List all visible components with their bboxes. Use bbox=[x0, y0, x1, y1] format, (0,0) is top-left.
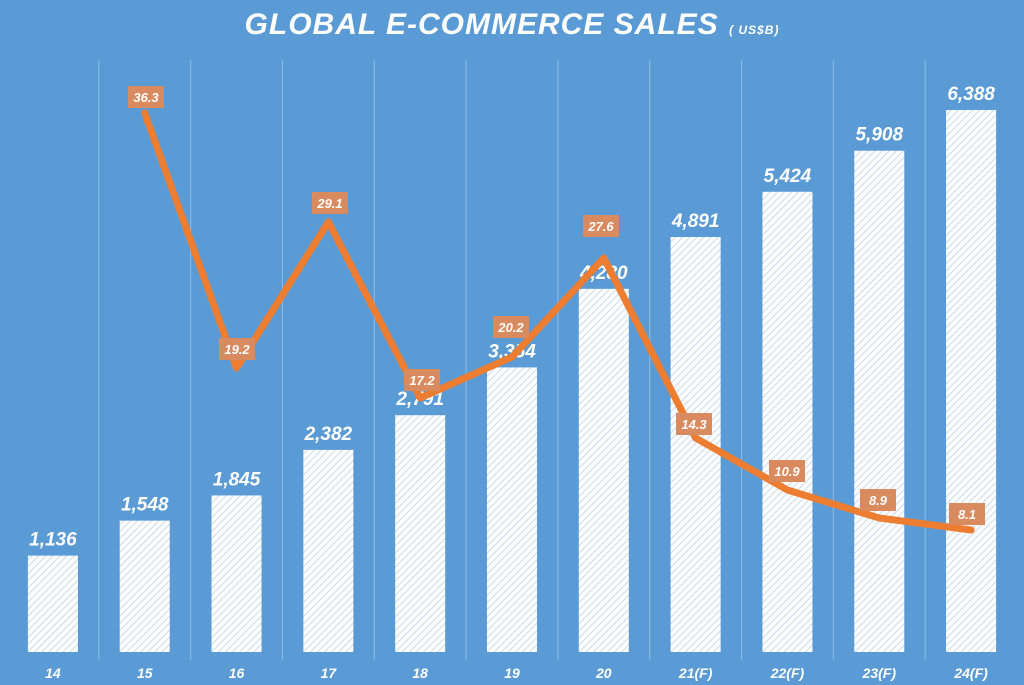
x-tick-label: 14 bbox=[45, 665, 61, 681]
bar-value-label: 1,136 bbox=[29, 530, 77, 551]
x-tick-label: 19 bbox=[504, 665, 520, 681]
bar bbox=[946, 110, 997, 652]
line-value-labels: 36.3 19.2 29.1 17.2 20.2 27.6 14.3 10.9 8.9 8.1 bbox=[128, 86, 985, 525]
x-tick-label: 20 bbox=[595, 665, 612, 681]
line-value-label: 8.9 bbox=[869, 493, 888, 508]
line-label-box bbox=[493, 316, 529, 338]
bar-series bbox=[27, 110, 997, 653]
line-value-label: 27.6 bbox=[587, 219, 614, 234]
line-value-label: 36.3 bbox=[133, 90, 159, 105]
x-tick-label: 18 bbox=[412, 665, 428, 681]
chart-unit-text: ( US$B) bbox=[729, 23, 780, 37]
bar-value-label: 1,845 bbox=[213, 469, 261, 490]
line-value-label: 29.1 bbox=[316, 196, 342, 211]
bar bbox=[578, 288, 629, 652]
line-label-box bbox=[219, 338, 255, 360]
bar bbox=[303, 449, 354, 652]
line-value-label: 14.3 bbox=[681, 417, 707, 432]
bar bbox=[211, 495, 262, 652]
chart-title-text: GLOBAL E-COMMERCE SALES bbox=[244, 8, 719, 41]
line-value-label: 8.1 bbox=[958, 507, 976, 522]
bar bbox=[395, 415, 446, 652]
line-label-box bbox=[949, 503, 985, 525]
line-label-box bbox=[769, 460, 805, 482]
line-value-label: 19.2 bbox=[224, 342, 250, 357]
line-label-box bbox=[404, 369, 440, 391]
line-label-box bbox=[583, 215, 619, 237]
bar bbox=[854, 150, 905, 652]
bar-value-label: 2,382 bbox=[304, 424, 353, 445]
bar-value-label: 1,548 bbox=[121, 495, 169, 516]
column-dividers bbox=[98, 60, 926, 660]
line-value-label: 20.2 bbox=[497, 320, 524, 335]
line-value-label: 17.2 bbox=[409, 373, 435, 388]
line-label-box bbox=[312, 192, 348, 214]
x-tick-label: 15 bbox=[137, 665, 153, 681]
bar-value-label: 5,424 bbox=[764, 166, 812, 187]
bar bbox=[762, 191, 813, 652]
x-tick-label: 21(F) bbox=[678, 665, 713, 681]
bar bbox=[27, 555, 78, 652]
bar-value-label: 5,908 bbox=[855, 125, 903, 146]
bar bbox=[487, 367, 537, 652]
line-path bbox=[141, 109, 975, 534]
bar-value-label: 6,388 bbox=[947, 84, 995, 105]
line-label-box bbox=[128, 86, 164, 108]
line-value-label: 10.9 bbox=[774, 464, 800, 479]
bar-value-label: 4,891 bbox=[671, 211, 720, 232]
bar bbox=[119, 520, 170, 652]
x-tick-label: 16 bbox=[229, 665, 245, 681]
chart-title: GLOBAL E-COMMERCE SALES ( US$B) bbox=[0, 8, 1024, 42]
x-tick-label: 23(F) bbox=[862, 665, 897, 681]
x-tick-label: 22(F) bbox=[770, 665, 805, 681]
x-tick-label: 17 bbox=[321, 665, 338, 681]
line-label-box bbox=[860, 489, 896, 511]
x-tick-label: 24(F) bbox=[953, 665, 988, 681]
x-axis-tick-labels: 14 15 16 17 18 19 20 21(F) 22(F) 23(F) 24(F) bbox=[45, 665, 988, 681]
line-series bbox=[141, 109, 975, 534]
line-label-box bbox=[676, 413, 712, 435]
